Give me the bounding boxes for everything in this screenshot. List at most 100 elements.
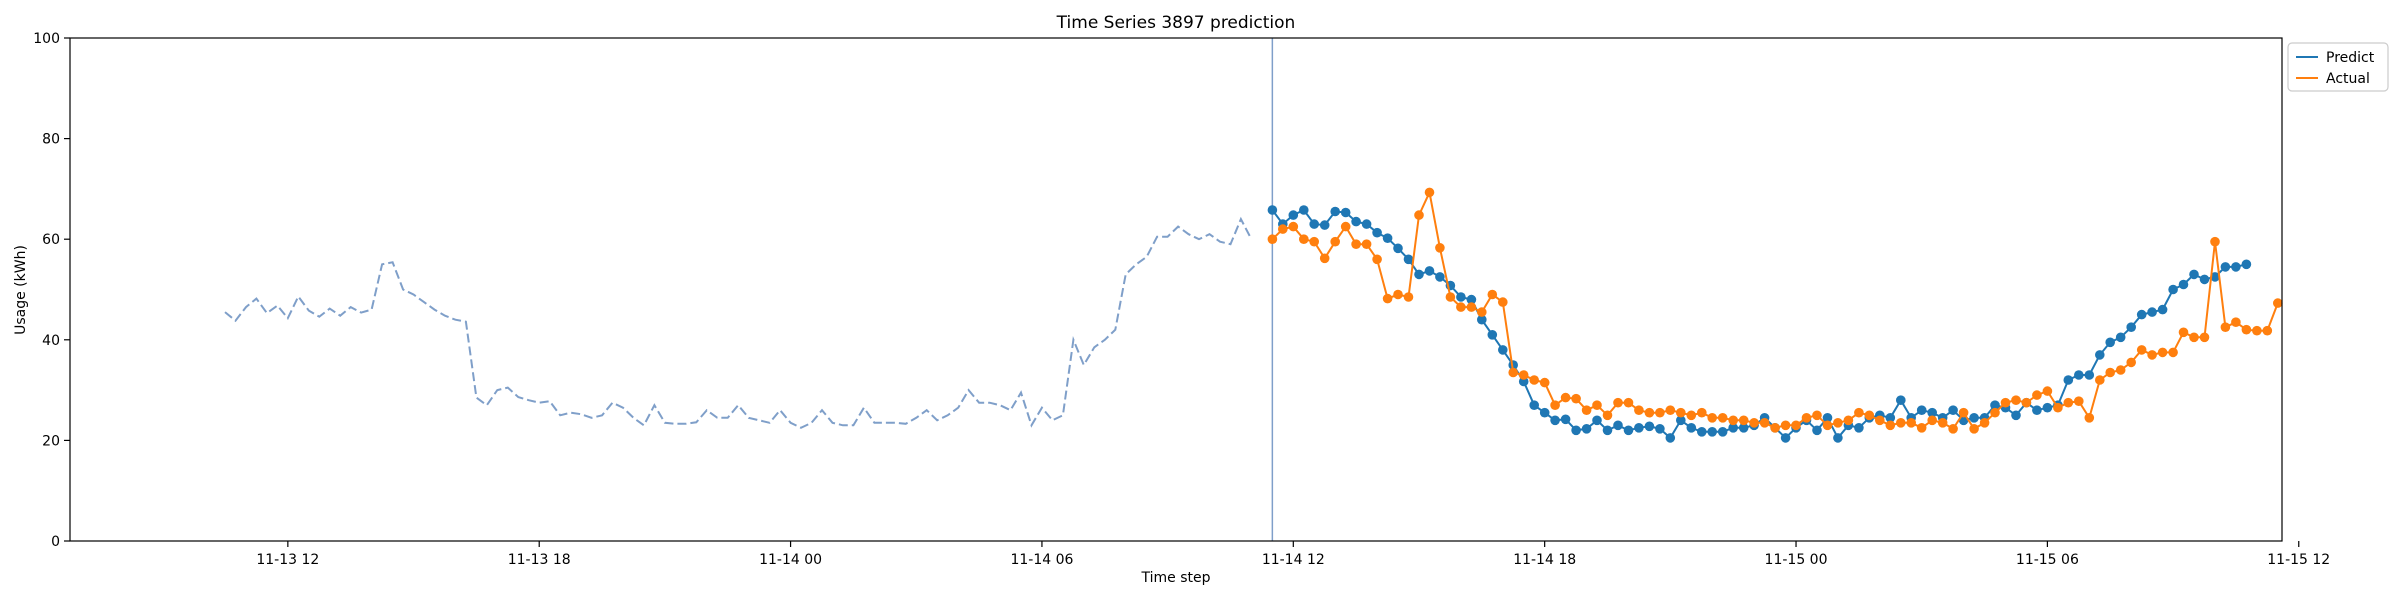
series-predict-point: [1707, 427, 1717, 437]
series-predict-point: [1267, 205, 1278, 215]
series-actual-point: [1466, 302, 1477, 312]
series-actual-point: [2074, 396, 2084, 407]
series-predict-point: [2231, 262, 2241, 272]
series-predict-point: [2032, 405, 2042, 416]
series-actual-point: [1623, 397, 1634, 408]
series-actual-point: [1288, 221, 1299, 232]
series-actual-point: [1717, 413, 1728, 423]
series-predict-point: [1613, 420, 1623, 431]
series-actual-point: [2168, 347, 2178, 358]
series-actual-point: [1309, 236, 1319, 247]
series-actual-point: [2011, 395, 2021, 406]
series-actual-point: [1382, 293, 1393, 304]
series-actual-point: [1812, 410, 1822, 421]
series-predict-point: [1780, 433, 1791, 443]
series-actual-point: [1655, 407, 1665, 418]
series-actual-point: [1749, 418, 1759, 428]
y-tick-label: 0: [51, 534, 60, 550]
series-actual-point: [1707, 413, 1717, 423]
series-actual-point: [1780, 420, 1791, 431]
series-actual-point: [1906, 418, 1916, 428]
series-actual-point: [2241, 324, 2252, 335]
series-predict-point: [2105, 337, 2115, 348]
x-tick-label: 11-14 06: [1010, 552, 1073, 568]
series-actual-point: [1896, 418, 1906, 428]
series-predict-point: [2157, 304, 2168, 315]
series-predict-point: [1414, 269, 1424, 280]
series-actual-point: [1498, 297, 1508, 307]
legend-predict-label: Predict: [2326, 50, 2375, 66]
series-actual-point: [1456, 302, 1466, 312]
series-predict-point: [1529, 400, 1539, 411]
series-actual-point: [1948, 424, 1958, 434]
series-actual-line: [1271, 189, 2279, 431]
series-actual-point: [2042, 386, 2053, 396]
series-actual-point: [1613, 397, 1623, 408]
series-predict-point: [1456, 292, 1466, 302]
series-actual-point: [1487, 289, 1498, 300]
series-actual-point: [2126, 357, 2136, 368]
series-actual-point: [1414, 210, 1424, 220]
series-actual-point: [1319, 253, 1330, 264]
series-predict-point: [1948, 405, 1958, 416]
y-tick-label: 80: [42, 132, 60, 148]
series-actual-point: [1979, 418, 1990, 428]
series-predict-point: [1812, 425, 1822, 436]
series-predict-point: [1361, 219, 1372, 229]
series-actual-point: [2262, 325, 2273, 336]
series-actual-point: [2032, 390, 2042, 400]
series-predict-point: [1309, 219, 1319, 229]
series-predict-point: [1403, 254, 1414, 265]
series-actual-point: [1843, 415, 1854, 426]
series-actual-point: [1822, 420, 1833, 431]
series-predict-point: [1644, 421, 1655, 432]
series-predict-point: [1623, 425, 1634, 436]
series-predict-point: [1990, 400, 2000, 411]
series-actual-point: [2115, 365, 2126, 375]
axes-frame: [69, 37, 2283, 542]
series-predict-point: [2241, 259, 2252, 270]
series-predict-point: [1539, 407, 1550, 418]
series-predict-point: [1560, 414, 1571, 425]
series-actual-point: [1927, 415, 1937, 426]
series-predict-point: [1498, 345, 1508, 355]
y-tick-label: 100: [33, 31, 60, 47]
series-predict-point: [1896, 395, 1906, 406]
series-predict-point: [2074, 370, 2084, 380]
series-actual-point: [1864, 410, 1875, 421]
series-predict-point: [1382, 233, 1393, 243]
series-actual-point: [2147, 350, 2157, 360]
series-actual-point: [1833, 418, 1843, 428]
series-predict-point: [2126, 322, 2136, 333]
series-actual-point: [1560, 392, 1571, 403]
series-actual-point: [1728, 415, 1738, 426]
series-predict-point: [2220, 262, 2231, 272]
series-predict-point: [2011, 410, 2021, 421]
x-tick-label: 11-15 06: [2016, 552, 2079, 568]
legend[interactable]: Predict Actual: [2287, 42, 2389, 92]
series-actual-point: [2105, 367, 2115, 378]
series-actual-point: [1361, 239, 1372, 249]
series-predict-point: [1372, 227, 1382, 238]
series-predict-point: [1676, 415, 1686, 426]
series-predict-point: [1299, 205, 1309, 215]
series-actual-point: [1875, 415, 1885, 426]
series-actual-point: [1697, 407, 1707, 418]
series-predict-point: [1319, 220, 1330, 230]
series-actual-point: [1403, 292, 1414, 302]
series-actual-point: [2053, 402, 2063, 413]
series-predict-point: [1665, 433, 1676, 443]
series-actual-point: [1539, 377, 1550, 388]
x-axis-label: Time step: [1141, 570, 1211, 586]
y-tick-label: 40: [42, 333, 60, 349]
series-actual-point: [1990, 407, 2000, 418]
series-actual-point: [1676, 407, 1686, 418]
series-actual-point: [1424, 187, 1435, 198]
series-predict-point: [2063, 375, 2074, 385]
series-predict-point: [1634, 423, 1644, 433]
series-actual-point: [1665, 405, 1676, 416]
chart-title: Time Series 3897 prediction: [1056, 13, 1296, 33]
x-tick-label: 11-13 18: [508, 552, 571, 568]
series-actual-point: [1571, 393, 1581, 404]
